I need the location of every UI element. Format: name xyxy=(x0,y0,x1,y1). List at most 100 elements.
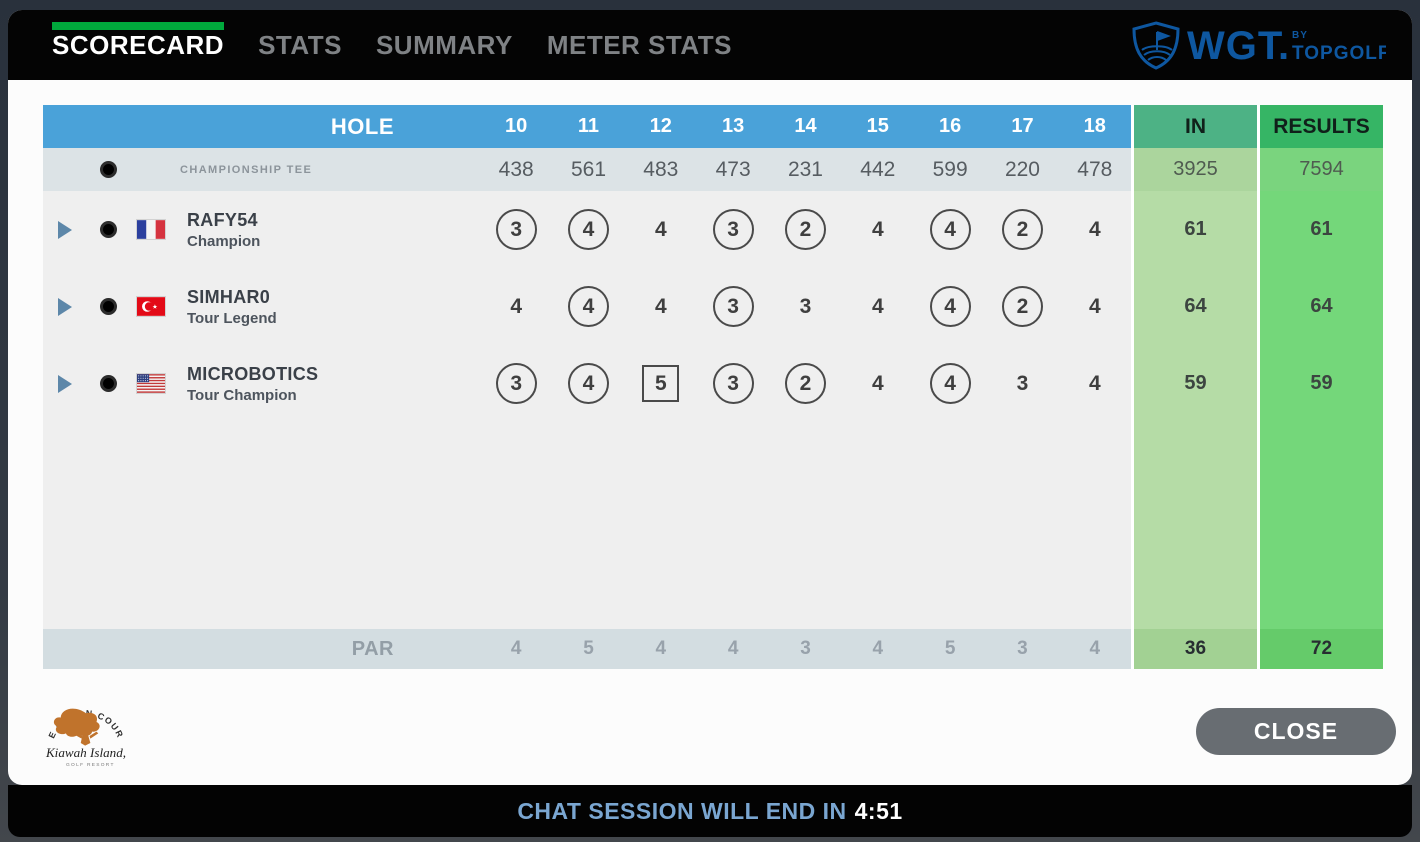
score-plain: 3 xyxy=(1016,371,1029,395)
tab-scorecard[interactable]: SCORECARD xyxy=(52,10,225,80)
score-cell: 4 xyxy=(1059,345,1131,422)
close-button[interactable]: CLOSE xyxy=(1196,708,1396,755)
tee-yardage: 231 xyxy=(787,157,823,181)
score-plain: 4 xyxy=(1088,217,1101,241)
usa-flag-icon xyxy=(137,374,165,393)
empty-rows-area xyxy=(43,422,1383,629)
tab-summary[interactable]: SUMMARY xyxy=(375,29,513,60)
score-cell: 4 xyxy=(1059,191,1131,268)
par-value: 3 xyxy=(1017,638,1028,659)
tee-yardage-cells: 438 561 483 473 231 442 599 220 478 xyxy=(480,148,1131,191)
score-cell: 2 xyxy=(986,268,1058,345)
scorecard-panel: SCORECARD STATS SUMMARY METER STATS WGT . B… xyxy=(8,10,1412,785)
player-results-total: 59 xyxy=(1257,345,1383,422)
tee-yardage: 442 xyxy=(860,157,896,181)
par-value: 5 xyxy=(944,638,956,659)
hole-number-header: 12 xyxy=(649,115,672,137)
player-rows: RAFY54 Champion 3 4 4 3 2 4 4 2 4 61 61 SIMHAR0 Tour L… xyxy=(43,191,1383,422)
results-column-filler xyxy=(1257,422,1383,629)
score-cell: 4 xyxy=(914,268,986,345)
france-flag-icon xyxy=(137,220,165,239)
kiawah-island-script: Kiawah Island, xyxy=(45,745,126,760)
hole-number-header: 17 xyxy=(1011,115,1034,137)
score-circled: 3 xyxy=(495,363,537,404)
score-cell: 4 xyxy=(625,268,697,345)
ocean-course-kiawah-island-logo: THE OCEAN COURSE Kiawah Island, GOLF RES… xyxy=(42,694,126,768)
tee-in-total: 3925 xyxy=(1131,148,1257,191)
results-column-header: RESULTS xyxy=(1257,105,1383,148)
player-results-total: 64 xyxy=(1257,268,1383,345)
par-value: 5 xyxy=(583,638,594,659)
turkey-flag-icon xyxy=(137,297,165,316)
score-circled: 3 xyxy=(712,363,754,404)
chat-session-bar: CHAT SESSION WILL END IN 4:51 xyxy=(8,785,1412,837)
table-header-row: HOLE 10 11 12 13 14 15 16 17 18 IN RESULTS xyxy=(43,105,1383,148)
tee-yardage: 483 xyxy=(643,157,679,181)
player-tier: Tour Legend xyxy=(187,309,277,327)
tee-yardage: 220 xyxy=(1004,157,1040,181)
tee-yardage: 473 xyxy=(715,157,751,181)
par-value: 4 xyxy=(510,638,522,659)
scorecard-table: HOLE 10 11 12 13 14 15 16 17 18 IN RESULTS CHAMP… xyxy=(43,105,1383,669)
score-cell: 4 xyxy=(552,191,624,268)
expand-player-triangle-icon[interactable] xyxy=(58,374,72,393)
score-circled: 2 xyxy=(784,363,826,404)
chat-session-message: CHAT SESSION WILL END IN xyxy=(517,797,847,824)
player-row: MICROBOTICS Tour Champion 3 4 5 3 2 4 4 3 4 59 59 xyxy=(43,345,1383,422)
player-in-total: 64 xyxy=(1131,268,1257,345)
score-cell: 4 xyxy=(914,191,986,268)
oak-tree-icon xyxy=(53,708,100,746)
score-cell: 3 xyxy=(697,345,769,422)
expand-player-triangle-icon[interactable] xyxy=(58,297,72,316)
par-value: 4 xyxy=(655,638,667,659)
expand-player-triangle-icon[interactable] xyxy=(58,220,72,239)
score-cell: 4 xyxy=(480,268,552,345)
score-cell: 4 xyxy=(625,191,697,268)
score-cell: 2 xyxy=(769,191,841,268)
chat-session-countdown: 4:51 xyxy=(854,797,903,824)
score-circled: 4 xyxy=(929,363,971,404)
score-cell: 3 xyxy=(697,191,769,268)
par-results-total: 72 xyxy=(1257,629,1383,669)
tee-results-total: 7594 xyxy=(1257,148,1383,191)
in-column-header: IN xyxy=(1131,105,1257,148)
score-cell: 4 xyxy=(914,345,986,422)
par-value: 4 xyxy=(727,638,739,659)
score-cell: 3 xyxy=(769,268,841,345)
hole-number-header: 18 xyxy=(1083,115,1106,137)
tee-yardage: 561 xyxy=(570,157,607,181)
golf-resort-text: GOLF RESORT xyxy=(66,762,115,768)
score-cell: 3 xyxy=(697,268,769,345)
score-circled: 3 xyxy=(495,209,537,250)
player-results-total: 61 xyxy=(1257,191,1383,268)
tab-meter-stats[interactable]: METER STATS xyxy=(546,29,732,60)
player-info-cell: MICROBOTICS Tour Champion xyxy=(43,345,480,422)
score-cell: 3 xyxy=(480,191,552,268)
score-plain: 4 xyxy=(871,217,884,241)
score-circled: 2 xyxy=(1001,286,1043,327)
par-value-cells: 4 5 4 4 3 4 5 3 4 xyxy=(480,629,1131,669)
hole-number-header: 16 xyxy=(939,115,962,137)
score-circled: 4 xyxy=(929,286,971,327)
par-value: 4 xyxy=(1089,638,1101,659)
tee-yardage: 478 xyxy=(1077,157,1113,181)
player-name: MICROBOTICS xyxy=(187,363,319,384)
hole-number-header: 14 xyxy=(794,115,817,137)
tee-yardage: 438 xyxy=(498,157,534,181)
score-plain: 4 xyxy=(654,294,667,318)
player-info-cell: RAFY54 Champion xyxy=(43,191,480,268)
black-tee-marker-icon xyxy=(100,375,117,392)
player-name: RAFY54 xyxy=(187,209,258,230)
hole-number-header: 11 xyxy=(577,115,600,137)
score-cell: 4 xyxy=(842,191,914,268)
tee-name-label: CHAMPIONSHIP TEE xyxy=(180,163,313,176)
player-tier: Champion xyxy=(187,232,261,250)
hole-number-header: 10 xyxy=(505,115,528,137)
score-cell: 4 xyxy=(842,268,914,345)
par-in-total: 36 xyxy=(1131,629,1257,669)
score-squared: 5 xyxy=(642,365,680,402)
score-cell: 4 xyxy=(842,345,914,422)
tab-stats[interactable]: STATS xyxy=(258,29,342,60)
